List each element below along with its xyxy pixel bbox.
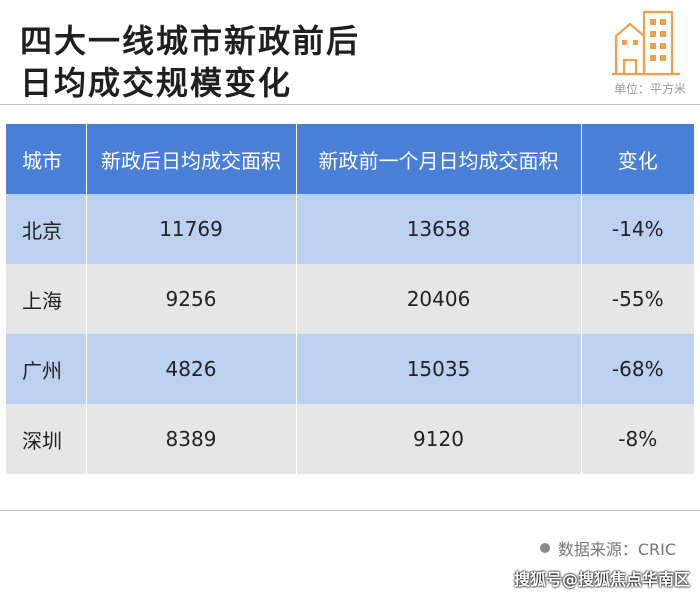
chart-title: 四大一线城市新政前后 日均成交规模变化 — [20, 20, 360, 104]
data-table: 城市 新政后日均成交面积 新政前一个月日均成交面积 变化 北京 11769 13… — [6, 124, 694, 474]
bottom-divider — [0, 510, 700, 511]
table-cell: -14% — [581, 194, 694, 264]
table-cell: 9120 — [296, 404, 582, 474]
table-cell: 13658 — [296, 194, 582, 264]
title-line-1: 四大一线城市新政前后 — [20, 22, 361, 60]
column-header: 变化 — [581, 124, 694, 194]
table-cell: -8% — [581, 404, 694, 474]
table-cell: 上海 — [6, 264, 87, 334]
table-cell: 9256 — [86, 264, 297, 334]
table-cell: 11769 — [86, 194, 297, 264]
table-cell: -55% — [581, 264, 694, 334]
table-row: 深圳 8389 9120 -8% — [6, 404, 694, 474]
source-text: 数据来源：CRIC — [557, 540, 676, 559]
table-cell: 4826 — [86, 334, 297, 404]
table-cell: -68% — [581, 334, 694, 404]
dot-icon — [539, 543, 550, 553]
table-row: 北京 11769 13658 -14% — [6, 194, 694, 264]
table-cell: 深圳 — [6, 404, 87, 474]
table-cell: 北京 — [6, 194, 87, 264]
table-header-row: 城市 新政后日均成交面积 新政前一个月日均成交面积 变化 — [6, 124, 694, 194]
source-note: 数据来源：CRIC — [539, 536, 676, 560]
table-cell: 20406 — [296, 264, 582, 334]
unit-label: 单位：平方米 — [613, 82, 686, 96]
top-divider — [0, 104, 700, 105]
table-cell: 8389 — [86, 404, 297, 474]
column-header: 城市 — [6, 124, 87, 194]
table-cell: 15035 — [296, 334, 582, 404]
table-row: 广州 4826 15035 -68% — [6, 334, 694, 404]
column-header: 新政后日均成交面积 — [86, 124, 297, 194]
watermark-text: 搜狐号@搜狐焦点华南区 — [513, 570, 690, 589]
column-header: 新政前一个月日均成交面积 — [296, 124, 582, 194]
table-row: 上海 9256 20406 -55% — [6, 264, 694, 334]
table-cell: 广州 — [6, 334, 87, 404]
building-icon — [612, 10, 680, 76]
title-line-2: 日均成交规模变化 — [20, 64, 293, 102]
